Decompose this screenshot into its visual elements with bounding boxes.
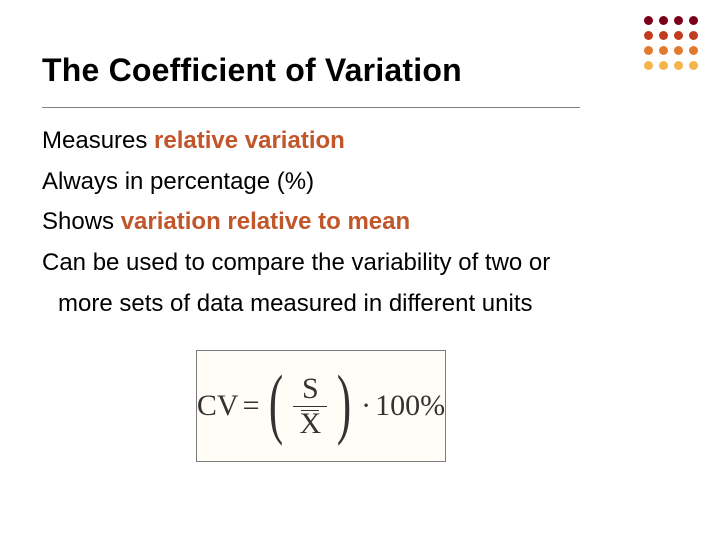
bullet-4-line2: more sets of data measured in different … [42,289,668,320]
body-text: Measures relative variation Always in pe… [42,126,668,330]
formula-box: CV = ( S X ) · 100% [196,350,446,462]
formula-equals: = [243,389,260,423]
bullet-4-line1: Can be used to compare the variability o… [42,248,668,279]
bullet-2: Always in percentage (%) [42,167,668,198]
formula-lhs: CV [197,389,239,423]
bullet-4-line1-text: Can be used to compare the variability o… [42,249,550,276]
bullet-4-line2-text: more sets of data measured in different … [58,290,532,317]
bullet-1-highlight: relative variation [154,127,345,154]
slide: The Coefficient of Variation Measures re… [0,0,720,540]
x-bar-symbol: X [299,408,321,440]
left-paren-icon: ( [269,374,283,433]
corner-dot-grid [638,16,698,76]
bullet-2-text: Always in percentage (%) [42,168,314,195]
formula-denominator: X [293,408,327,440]
formula: CV = ( S X ) · 100% [197,373,445,439]
bullet-3: Shows variation relative to mean [42,207,668,238]
formula-multiply: · [361,389,371,423]
formula-fraction: S X [293,373,327,439]
bullet-3-highlight: variation relative to mean [121,208,410,235]
bullet-1: Measures relative variation [42,126,668,157]
right-paren-icon: ) [337,374,351,433]
bullet-1-pre: Measures [42,127,154,154]
title-underline [42,107,580,108]
slide-title: The Coefficient of Variation [42,52,580,103]
bullet-3-pre: Shows [42,208,121,235]
formula-numerator: S [296,373,325,405]
formula-rhs: 100% [375,389,445,423]
